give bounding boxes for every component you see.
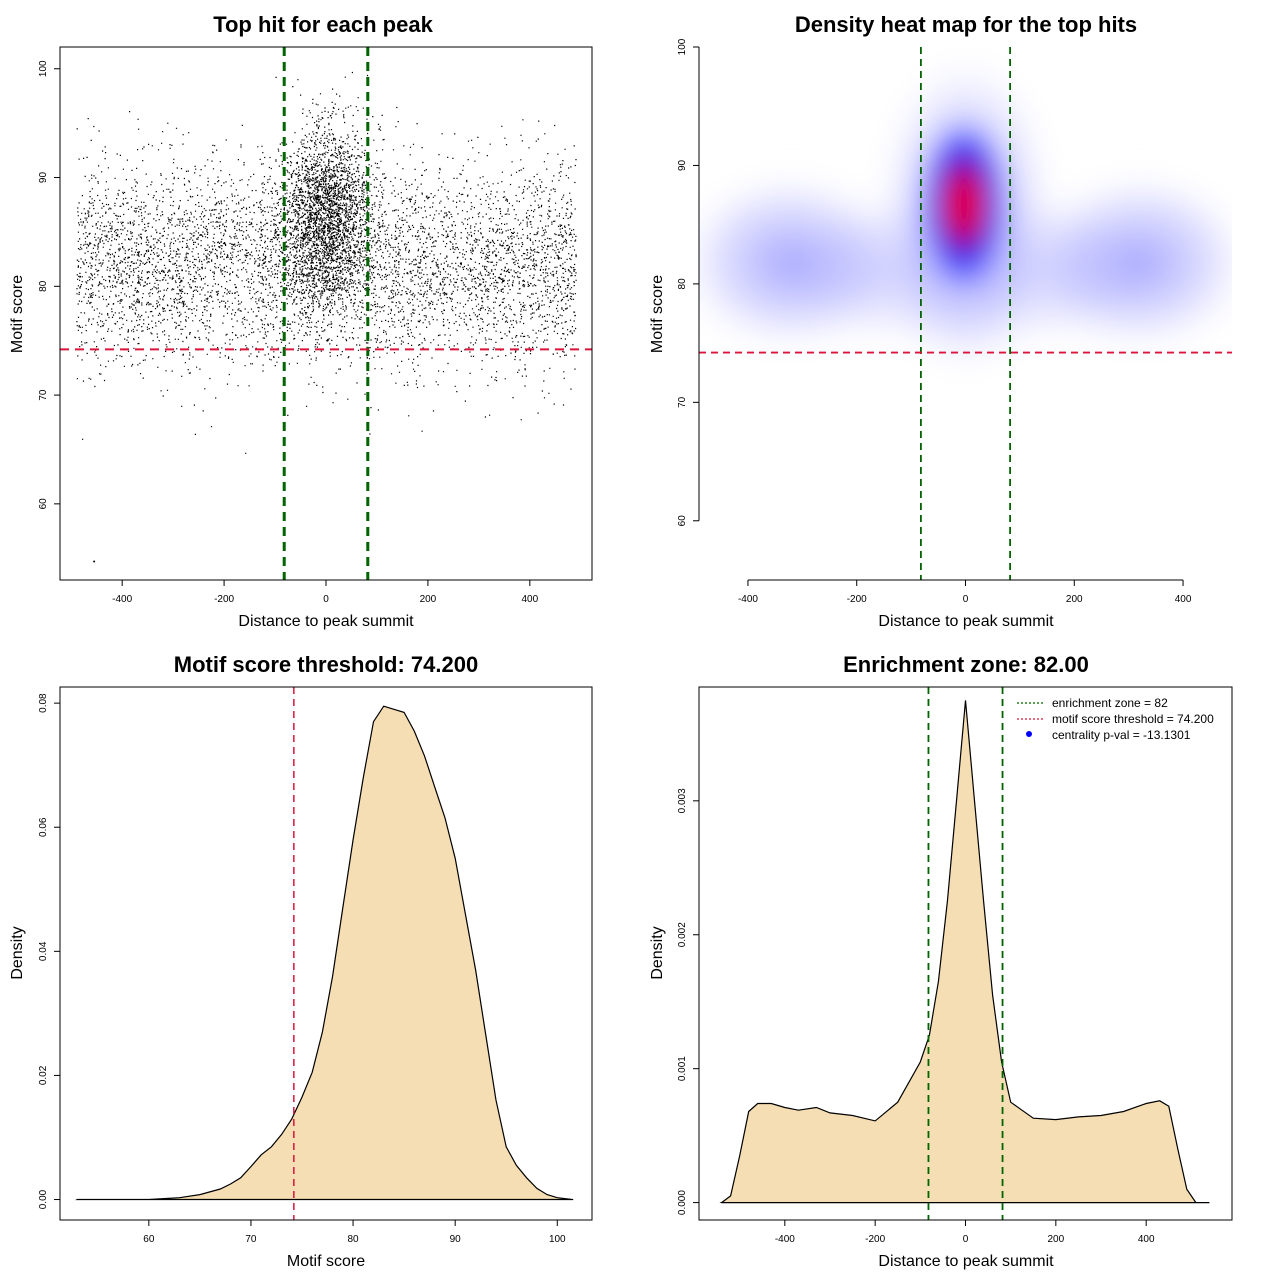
legend-swatch-centrality <box>1026 731 1032 737</box>
distance-density-ytick-label: 0.002 <box>677 922 688 947</box>
legend-label-threshold: motif score threshold = 74.200 <box>1052 712 1214 726</box>
score-density-ytick-label: 0.06 <box>38 817 49 837</box>
score-density-ytick-label: 0.04 <box>38 941 49 961</box>
legend-label-enrichment: enrichment zone = 82 <box>1052 696 1168 710</box>
scatter-points <box>76 71 577 563</box>
score-density-xtick-label: 60 <box>143 1234 155 1245</box>
heatmap-axes: -400 -200 0 200 400 60 70 80 90 100 <box>677 38 1192 605</box>
score-density-axes: 60 70 80 90 100 0.00 0.02 0.04 0.06 0.08 <box>38 693 566 1245</box>
heatmap-xtick-label: 0 <box>963 594 969 605</box>
scatter-xtick-label: -400 <box>112 594 132 605</box>
scatter-reference-lines <box>60 47 592 580</box>
heatmap-xtick-label: 400 <box>1175 594 1192 605</box>
legend: enrichment zone = 82 motif score thresho… <box>1017 696 1214 742</box>
distance-density-xtick-label: -400 <box>775 1234 795 1245</box>
panel-distance-density: Enrichment zone: 82.00 -400 -200 0 200 400 0.… <box>649 652 1233 1270</box>
score-density-ylabel: Density <box>9 926 26 979</box>
distance-density-title: Enrichment zone: 82.00 <box>843 652 1089 677</box>
distance-density-ylabel: Density <box>649 926 666 979</box>
score-density-area <box>77 705 574 1201</box>
panel-scatter: Top hit for each peak -400 -200 0 200 400 60 7… <box>9 12 593 630</box>
panel-score-density: Motif score threshold: 74.200 60 70 80 90 10… <box>9 652 593 1270</box>
scatter-point-cloud <box>76 71 577 454</box>
score-density-title: Motif score threshold: 74.200 <box>174 652 478 677</box>
distance-density-xtick-label: -200 <box>865 1234 885 1245</box>
scatter-xtick-label: -200 <box>214 594 234 605</box>
distance-density-ytick-label: 0.003 <box>677 788 688 813</box>
score-density-xtick-label: 100 <box>549 1234 566 1245</box>
distance-density-xlabel: Distance to peak summit <box>878 1253 1054 1270</box>
heatmap-xlabel: Distance to peak summit <box>878 613 1054 630</box>
heatmap-xtick-label: -200 <box>847 594 867 605</box>
heatmap-density <box>699 47 1232 580</box>
score-density-xtick-label: 70 <box>245 1234 257 1245</box>
scatter-ytick-label: 100 <box>38 60 49 77</box>
scatter-ylabel: Motif score <box>9 275 26 353</box>
score-density-xtick-label: 80 <box>347 1234 359 1245</box>
distance-density-axes: -400 -200 0 200 400 0.000 0.001 0.002 0.003 <box>677 788 1155 1245</box>
panel-heatmap: Density heat map for the top hits -400 -2… <box>649 12 1232 630</box>
distance-density-area <box>719 700 1210 1204</box>
distance-density-xtick-label: 0 <box>963 1234 969 1245</box>
heatmap-title: Density heat map for the top hits <box>795 12 1137 37</box>
heatmap-xtick-label: -400 <box>738 594 758 605</box>
score-density-ytick-label: 0.08 <box>38 693 49 713</box>
score-density-xtick-label: 90 <box>450 1234 462 1245</box>
scatter-axes: -400 -200 0 200 400 60 70 80 90 100 <box>38 60 539 605</box>
legend-label-centrality: centrality p-val = -13.1301 <box>1052 728 1191 742</box>
score-density-ytick-label: 0.00 <box>38 1189 49 1209</box>
heatmap-ytick-label: 80 <box>677 278 688 290</box>
heatmap-hotspot <box>916 110 1012 300</box>
scatter-ytick-label: 70 <box>38 389 49 401</box>
scatter-xtick-label: 400 <box>521 594 538 605</box>
heatmap-ytick-label: 60 <box>677 515 688 527</box>
scatter-ytick-label: 60 <box>38 498 49 510</box>
heatmap-reference-lines <box>699 47 1232 580</box>
distance-density-xtick-label: 400 <box>1138 1234 1155 1245</box>
scatter-plot-frame <box>59 46 593 581</box>
distance-density-ytick-label: 0.001 <box>677 1056 688 1081</box>
scatter-xtick-label: 0 <box>323 594 329 605</box>
heatmap-ytick-label: 70 <box>677 396 688 408</box>
heatmap-xtick-label: 200 <box>1066 594 1083 605</box>
heatmap-ylabel: Motif score <box>649 275 666 353</box>
score-density-xlabel: Motif score <box>287 1253 365 1270</box>
scatter-xlabel: Distance to peak summit <box>238 613 414 630</box>
heatmap-ytick-label: 90 <box>677 159 688 171</box>
score-density-ytick-label: 0.02 <box>38 1065 49 1085</box>
scatter-title: Top hit for each peak <box>213 12 433 37</box>
distance-density-xtick-label: 200 <box>1047 1234 1064 1245</box>
scatter-xtick-label: 200 <box>420 594 437 605</box>
scatter-ytick-label: 90 <box>38 172 49 184</box>
distance-density-zone-lines <box>927 687 1004 1220</box>
scatter-ytick-label: 80 <box>38 280 49 292</box>
distance-density-ytick-label: 0.000 <box>677 1190 688 1215</box>
scatter-outlier-point <box>93 560 96 563</box>
heatmap-ytick-label: 100 <box>677 38 688 55</box>
